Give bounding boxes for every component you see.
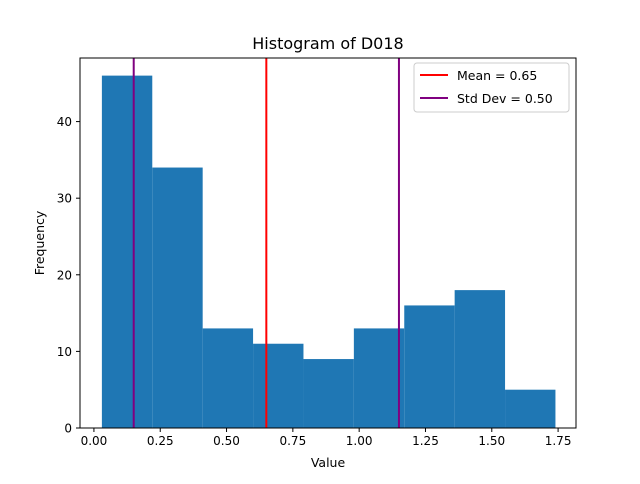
y-axis-label: Frequency [32,210,47,275]
histogram-bar-2 [202,328,254,428]
legend-std-dev-label: Std Dev = 0.50 [457,91,553,106]
histogram-bar-6 [404,305,455,428]
y-axis-ticks: 0 10 20 30 40 [57,115,80,436]
histogram-bar-8 [505,389,556,428]
legend: Mean = 0.65 Std Dev = 0.50 [413,62,570,113]
histogram-bar-4 [303,359,354,428]
x-tick-label: 0.25 [147,434,174,448]
histogram-bar-7 [454,290,506,428]
histogram-bar-5 [353,328,405,428]
reference-lines [132,58,400,428]
x-axis-label: Value [311,455,346,470]
legend-box [413,62,570,113]
y-tick-label: 0 [64,422,72,436]
histogram-bar-0 [101,75,153,428]
histogram-bars [101,75,556,429]
chart-title: Histogram of D018 [252,34,403,53]
y-tick-label: 40 [57,115,72,129]
x-axis-ticks: 0.00 0.25 0.50 0.75 1.00 1.25 1.50 1.75 [81,428,572,448]
y-tick-label: 20 [57,268,72,282]
plot-area-frame [79,57,577,429]
histogram-bar-1 [152,167,203,429]
x-tick-label: 1.25 [412,434,439,448]
x-tick-label: 1.00 [346,434,373,448]
x-tick-label: 0.00 [81,434,108,448]
y-tick-label: 30 [57,192,72,206]
histogram-bar-3 [253,343,304,428]
x-tick-label: 0.50 [213,434,240,448]
legend-mean-label: Mean = 0.65 [457,68,537,83]
x-tick-label: 1.50 [478,434,505,448]
x-tick-label: 0.75 [279,434,306,448]
y-tick-label: 10 [57,345,72,359]
x-tick-label: 1.75 [545,434,572,448]
